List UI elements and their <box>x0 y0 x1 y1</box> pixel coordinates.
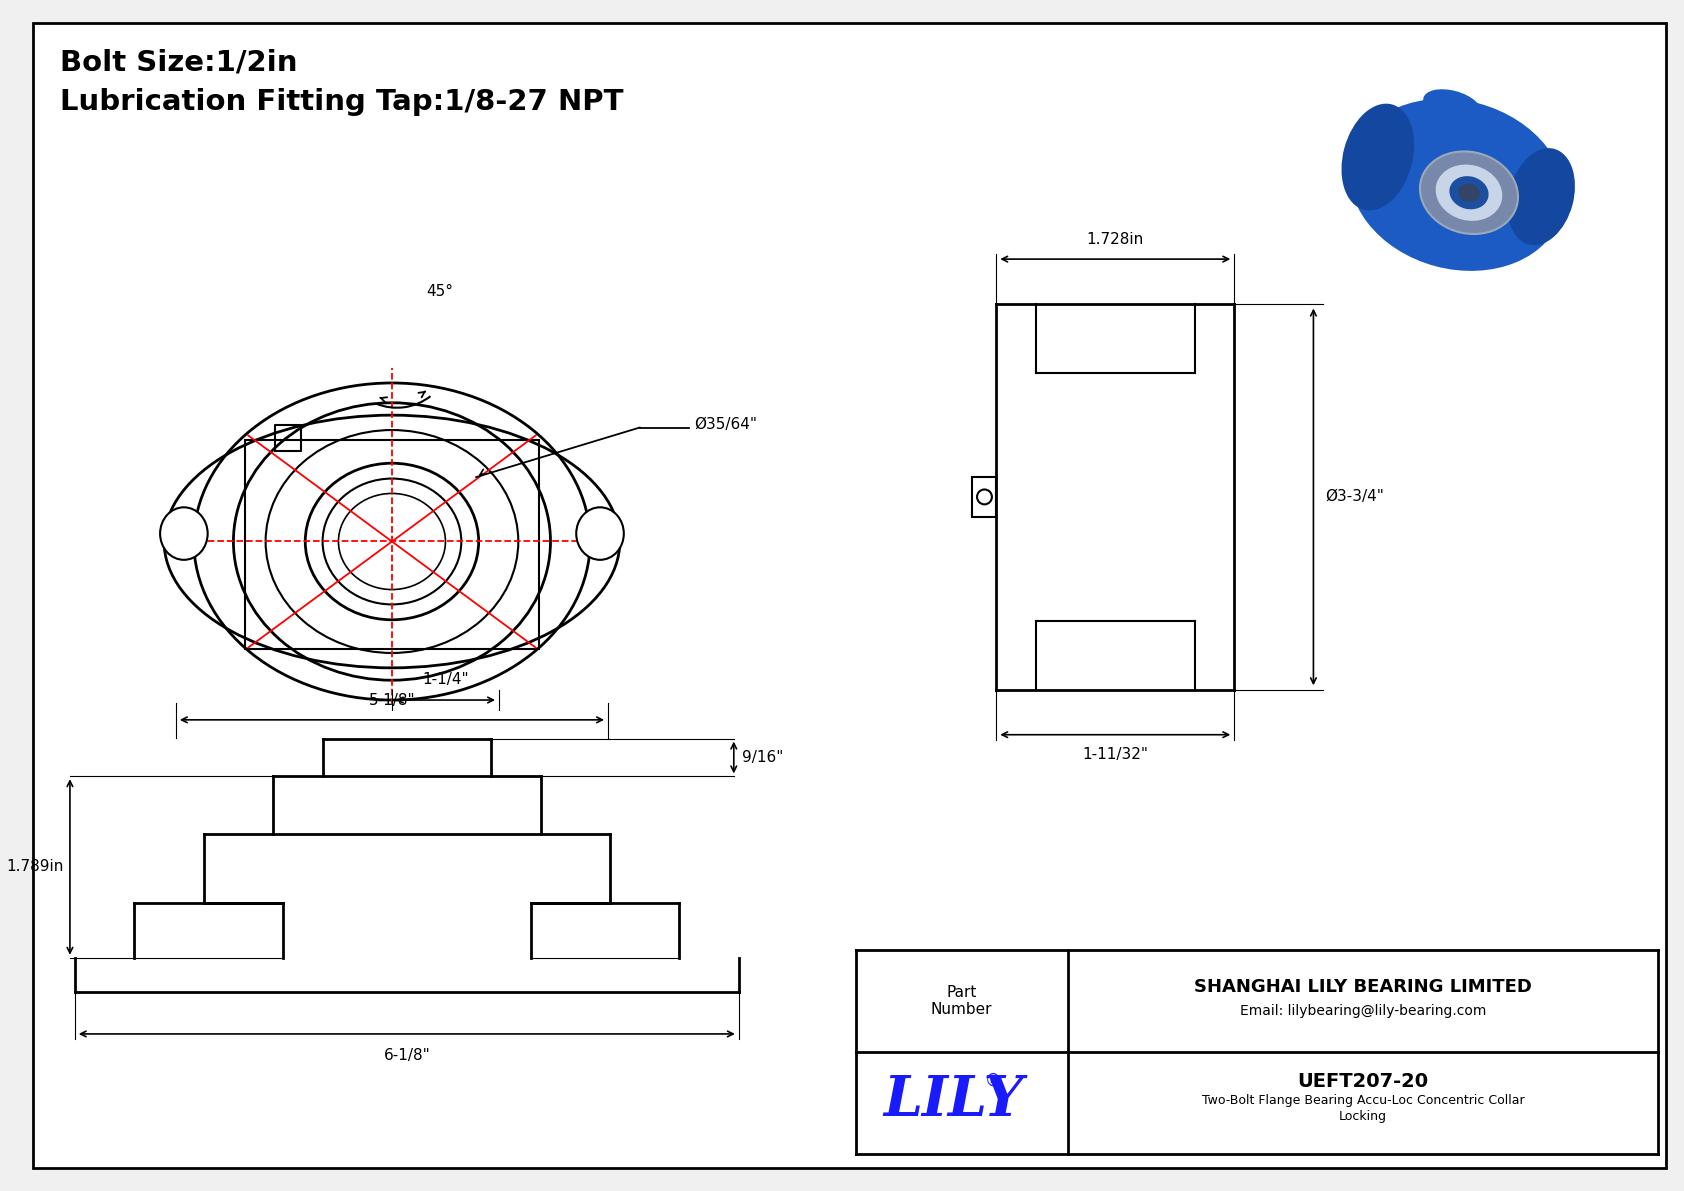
Text: 5-1/8": 5-1/8" <box>369 693 416 707</box>
Text: UEFT207-20: UEFT207-20 <box>1297 1072 1428 1091</box>
Ellipse shape <box>1342 104 1415 211</box>
Text: Two-Bolt Flange Bearing Accu-Loc Concentric Collar: Two-Bolt Flange Bearing Accu-Loc Concent… <box>1202 1095 1524 1108</box>
Text: 1-11/32": 1-11/32" <box>1083 747 1148 761</box>
Ellipse shape <box>160 507 207 560</box>
Ellipse shape <box>1420 151 1517 233</box>
Text: Ø3-3/4": Ø3-3/4" <box>1325 490 1384 505</box>
Text: 1.789in: 1.789in <box>7 860 64 874</box>
Ellipse shape <box>1436 164 1502 220</box>
Text: LILY: LILY <box>884 1073 1024 1128</box>
Text: 9/16": 9/16" <box>741 750 783 765</box>
Bar <box>246 441 539 649</box>
Ellipse shape <box>1423 89 1482 121</box>
Text: Lubrication Fitting Tap:1/8-27 NPT: Lubrication Fitting Tap:1/8-27 NPT <box>61 88 623 116</box>
Text: 45°: 45° <box>426 285 453 299</box>
Text: SHANGHAI LILY BEARING LIMITED: SHANGHAI LILY BEARING LIMITED <box>1194 978 1532 996</box>
Text: 1-1/4": 1-1/4" <box>423 672 468 687</box>
Text: Ø35/64": Ø35/64" <box>694 417 758 432</box>
Text: 1.728in: 1.728in <box>1086 232 1143 248</box>
Ellipse shape <box>1349 99 1564 270</box>
Ellipse shape <box>1458 183 1480 201</box>
Text: Part
Number: Part Number <box>931 985 992 1017</box>
Text: ®: ® <box>985 1072 1002 1090</box>
Ellipse shape <box>576 507 623 560</box>
Text: Locking: Locking <box>1339 1110 1388 1123</box>
Bar <box>972 478 997 517</box>
Text: Bolt Size:1/2in: Bolt Size:1/2in <box>61 48 298 76</box>
Ellipse shape <box>1450 176 1489 210</box>
Ellipse shape <box>1507 148 1575 245</box>
Text: 6-1/8": 6-1/8" <box>384 1048 429 1062</box>
Text: Email: lilybearing@lily-bearing.com: Email: lilybearing@lily-bearing.com <box>1239 1004 1487 1017</box>
